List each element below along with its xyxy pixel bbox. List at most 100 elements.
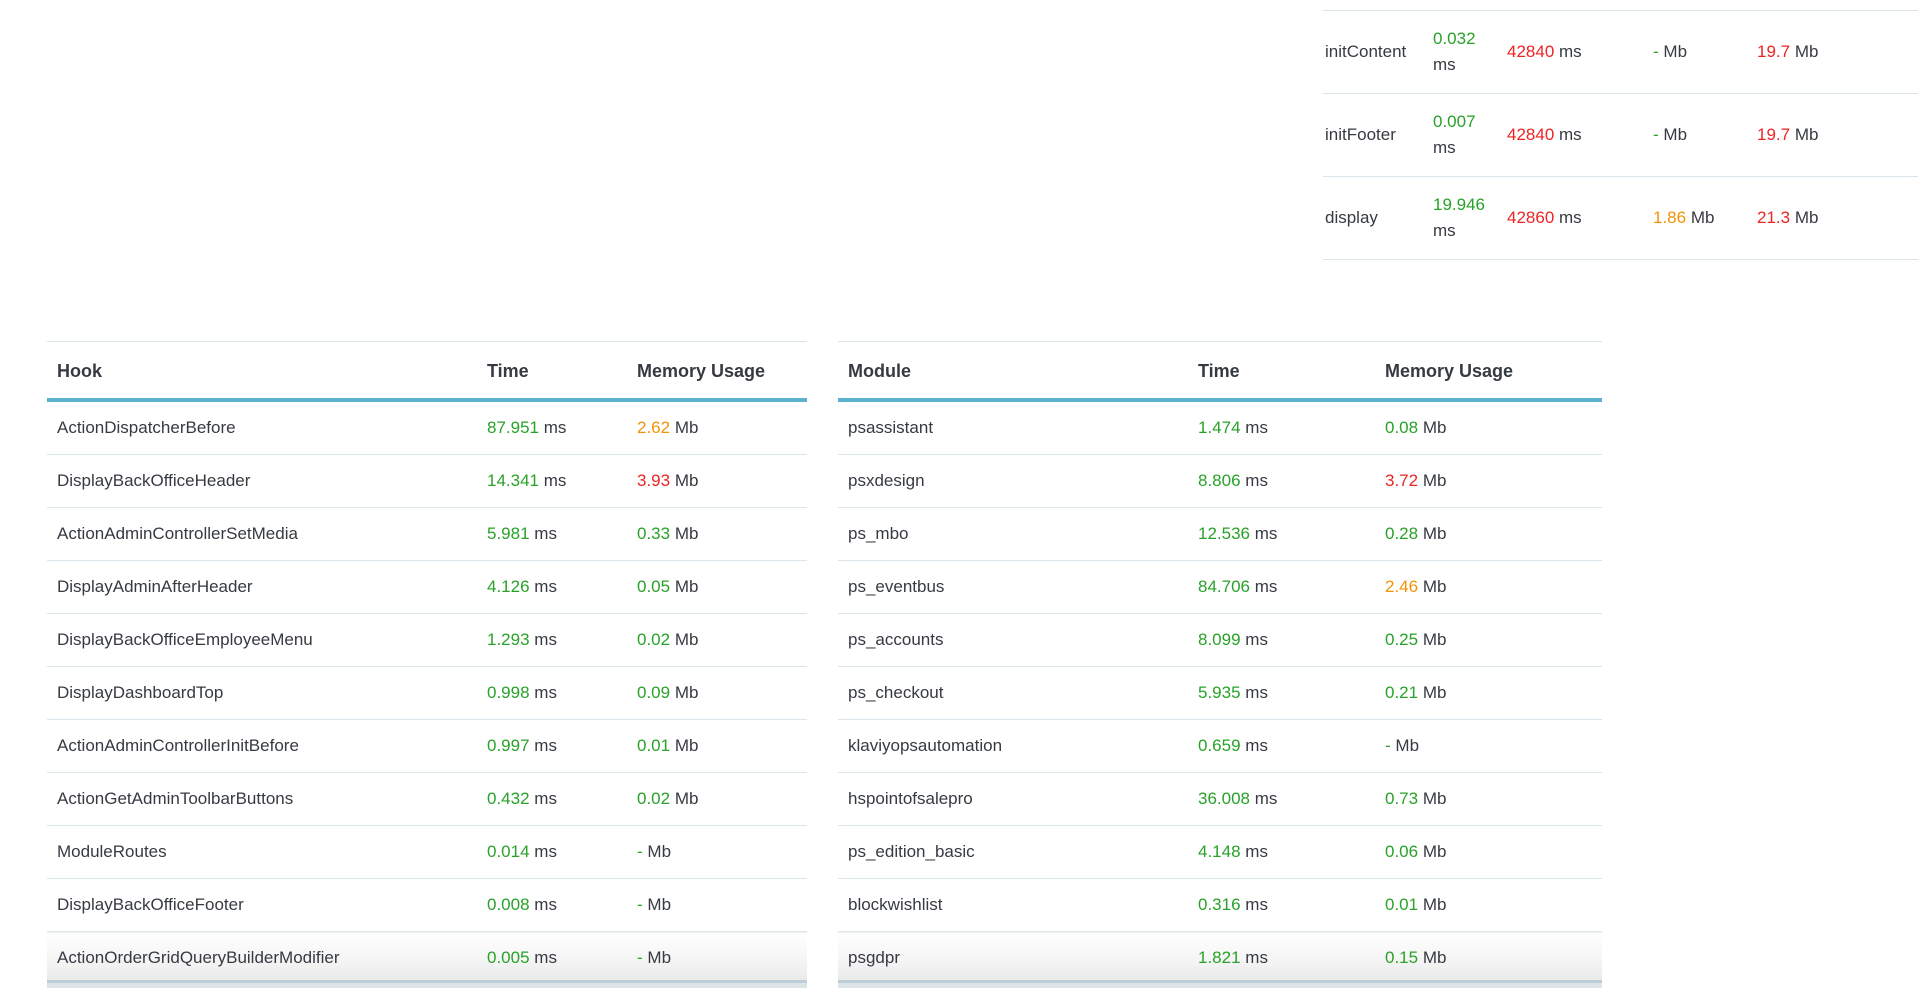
memory-cell: 0.02 Mb — [627, 613, 807, 667]
table-row: psassistant 1.474 ms 0.08 Mb — [838, 400, 1602, 455]
module-table: Module Time Memory Usage psassistant 1.4… — [838, 341, 1602, 985]
memory-value: 0.02 — [637, 630, 671, 649]
time-unit: ms — [534, 789, 557, 808]
memory-value: 0.28 — [1385, 524, 1419, 543]
summary-total-time-value: 42860 — [1507, 208, 1555, 227]
table-row: ps_checkout 5.935 ms 0.21 Mb — [838, 666, 1602, 720]
time-value: 5.935 — [1198, 683, 1241, 702]
time-unit: ms — [1245, 683, 1268, 702]
memory-cell: 2.62 Mb — [627, 400, 807, 455]
time-cell: 12.536 ms — [1188, 507, 1375, 561]
memory-value: - — [1385, 736, 1391, 755]
table-row: ps_accounts 8.099 ms 0.25 Mb — [838, 613, 1602, 667]
memory-cell: - Mb — [627, 825, 807, 879]
summary-time-value: 0.032 — [1433, 29, 1476, 48]
module-column-header: Module — [838, 341, 1188, 402]
memory-cell: 0.15 Mb — [1375, 931, 1602, 985]
time-value: 14.341 — [487, 471, 539, 490]
memory-cell: 0.25 Mb — [1375, 613, 1602, 667]
time-cell: 1.293 ms — [477, 613, 627, 667]
table-row: ActionOrderGridQueryBuilderModifier 0.00… — [47, 931, 807, 985]
row-name: psgdpr — [838, 931, 1188, 985]
time-value: 8.099 — [1198, 630, 1241, 649]
row-name: DisplayAdminAfterHeader — [47, 560, 477, 614]
table-row: DisplayBackOfficeHeader 14.341 ms 3.93 M… — [47, 454, 807, 508]
table-row: ActionDispatcherBefore 87.951 ms 2.62 Mb — [47, 400, 807, 455]
summary-label: initFooter — [1323, 93, 1425, 177]
summary-memory-cell: - Mb — [1645, 93, 1749, 177]
time-cell: 8.099 ms — [1188, 613, 1375, 667]
summary-total-time-cell: 42840 ms — [1499, 10, 1645, 94]
summary-time-cell: 19.946 ms — [1425, 176, 1499, 260]
time-unit: ms — [543, 418, 567, 437]
memory-cell: 3.72 Mb — [1375, 454, 1602, 508]
row-name: ps_accounts — [838, 613, 1188, 667]
row-name: DisplayBackOfficeFooter — [47, 878, 477, 932]
memory-value: 0.01 — [637, 736, 671, 755]
summary-memory-unit: Mb — [1663, 42, 1688, 61]
hook-table: Hook Time Memory Usage ActionDispatcherB… — [47, 341, 807, 985]
memory-unit: Mb — [1422, 630, 1447, 649]
time-cell: 87.951 ms — [477, 400, 627, 455]
time-cell: 0.008 ms — [477, 878, 627, 932]
time-cell: 4.148 ms — [1188, 825, 1375, 879]
time-value: 5.981 — [487, 524, 530, 543]
memory-cell: - Mb — [627, 878, 807, 932]
row-name: ps_checkout — [838, 666, 1188, 720]
summary-memory-unit: Mb — [1690, 208, 1715, 227]
memory-unit: Mb — [647, 895, 672, 914]
table-row: ActionGetAdminToolbarButtons 0.432 ms 0.… — [47, 772, 807, 826]
time-unit: ms — [1245, 842, 1268, 861]
memory-unit: Mb — [674, 736, 699, 755]
memory-cell: - Mb — [627, 931, 807, 985]
table-row: DisplayAdminAfterHeader 4.126 ms 0.05 Mb — [47, 560, 807, 614]
memory-cell: 0.33 Mb — [627, 507, 807, 561]
memory-cell: 0.06 Mb — [1375, 825, 1602, 879]
memory-column-header: Memory Usage — [1375, 341, 1602, 402]
table-row: DisplayDashboardTop 0.998 ms 0.09 Mb — [47, 666, 807, 720]
time-cell: 0.014 ms — [477, 825, 627, 879]
table-row: ps_eventbus 84.706 ms 2.46 Mb — [838, 560, 1602, 614]
module-header-row: Module Time Memory Usage — [838, 341, 1602, 402]
time-cell: 0.005 ms — [477, 931, 627, 985]
time-unit: ms — [1254, 789, 1278, 808]
memory-value: - — [637, 895, 643, 914]
time-value: 0.659 — [1198, 736, 1241, 755]
time-value: 0.998 — [487, 683, 530, 702]
summary-peak-memory-cell: 19.7 Mb — [1749, 93, 1918, 177]
memory-cell: 0.09 Mb — [627, 666, 807, 720]
summary-memory-cell: 1.86 Mb — [1645, 176, 1749, 260]
time-cell: 1.821 ms — [1188, 931, 1375, 985]
memory-unit: Mb — [674, 683, 699, 702]
memory-value: 0.73 — [1385, 789, 1419, 808]
time-unit: ms — [1245, 471, 1268, 490]
memory-value: 0.02 — [637, 789, 671, 808]
time-unit: ms — [1245, 736, 1268, 755]
time-unit: ms — [1245, 895, 1268, 914]
summary-total-time-unit: ms — [1559, 42, 1582, 61]
memory-cell: 2.46 Mb — [1375, 560, 1602, 614]
memory-unit: Mb — [674, 577, 699, 596]
memory-cell: 0.21 Mb — [1375, 666, 1602, 720]
summary-total-time-unit: ms — [1559, 208, 1582, 227]
row-name: ps_eventbus — [838, 560, 1188, 614]
time-unit: ms — [543, 471, 567, 490]
summary-label: initContent — [1323, 10, 1425, 94]
row-name: DisplayBackOfficeHeader — [47, 454, 477, 508]
memory-cell: 0.28 Mb — [1375, 507, 1602, 561]
summary-peak-memory-value: 21.3 — [1757, 208, 1791, 227]
time-value: 87.951 — [487, 418, 539, 437]
summary-time-value: 19.946 — [1433, 195, 1485, 214]
summary-row: initFooter 0.007 ms 42840 ms - Mb 19.7 Mb — [1323, 93, 1918, 177]
memory-unit: Mb — [1422, 789, 1447, 808]
memory-unit: Mb — [674, 789, 699, 808]
memory-unit: Mb — [1422, 471, 1447, 490]
time-cell: 0.432 ms — [477, 772, 627, 826]
memory-cell: 0.08 Mb — [1375, 400, 1602, 455]
time-value: 8.806 — [1198, 471, 1241, 490]
memory-value: 0.01 — [1385, 895, 1419, 914]
summary-peak-memory-unit: Mb — [1794, 42, 1819, 61]
row-name: hspointofsalepro — [838, 772, 1188, 826]
memory-column-header: Memory Usage — [627, 341, 807, 402]
